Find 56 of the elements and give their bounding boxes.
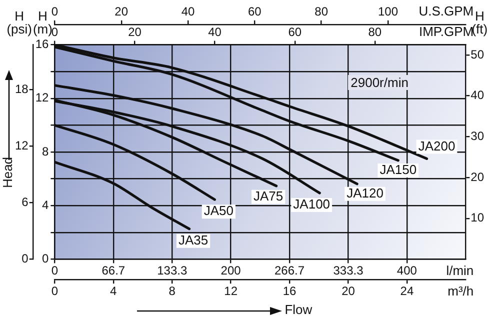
series-label: JA50 (204, 203, 234, 218)
y3-tick-label: 0 (22, 252, 29, 266)
text: Flow (284, 302, 312, 317)
text: 0 (51, 264, 58, 278)
x-tick-label: 8 (168, 284, 176, 298)
x2-tick-label: 100 (378, 4, 398, 19)
y2-tick-label: 40 (470, 88, 484, 102)
x-tick-label: 12 (224, 284, 238, 298)
y3-axis-title: H (psi) (6, 8, 32, 36)
x2-tick-label: 20 (114, 4, 128, 19)
text: 0 (51, 24, 58, 39)
y2-tick-label: 20 (470, 170, 484, 184)
text: 40 (208, 24, 222, 39)
y2-tick-label: 10 (470, 210, 484, 225)
x2-tick-label: 40 (181, 4, 196, 19)
text: 333.3 (333, 264, 364, 278)
text: 266.7 (274, 264, 305, 278)
y2-tick-label: 30 (470, 129, 484, 143)
text: l/min (446, 263, 474, 278)
x2-tick-label: 0 (51, 4, 58, 19)
series-label: JA100 (293, 196, 330, 212)
text: Head (0, 156, 16, 188)
y-axis-title: H (m) (32, 8, 52, 36)
series-label: JA35 (178, 232, 208, 248)
y3-tick-label: 6 (22, 194, 29, 209)
y2-axis-title: H (ft) (472, 8, 488, 36)
y-tick-label: 4 (42, 198, 50, 212)
series-label: JA150 (380, 162, 417, 178)
x-tick-label: 16 (282, 284, 297, 298)
x-axis-title: m³/h (448, 284, 474, 299)
x-tick-label: 24 (400, 284, 414, 298)
series-label: JA120 (346, 185, 384, 200)
text: 400 (396, 264, 418, 278)
y2-tick-label: 50 (470, 47, 484, 62)
x-tick-label: 20 (342, 284, 356, 298)
y3-tick-label: 12 (14, 138, 29, 152)
series-label: JA75 (254, 188, 284, 204)
x-tick-label: 0 (51, 284, 58, 298)
text: IMP.GPM (418, 24, 474, 39)
text: 60 (288, 24, 302, 39)
x2-tick-label: 80 (314, 4, 328, 19)
x2-tick-label: 60 (248, 4, 262, 19)
text: 200 (220, 264, 242, 278)
series-label: JA200 (418, 138, 456, 154)
text: 66.7 (102, 264, 126, 278)
annotation: 2900r/min (348, 74, 412, 90)
text: 80 (368, 24, 382, 39)
y-tick-label: 16 (35, 37, 50, 52)
text: 133.3 (157, 264, 188, 278)
y-tick-label: 12 (35, 90, 50, 105)
text: 20 (128, 24, 142, 39)
y3-tick-label: 18 (14, 82, 29, 96)
y-tick-label: 0 (42, 252, 50, 266)
y-tick-label: 8 (42, 144, 50, 158)
x2-axis-title: U.S.GPM (418, 4, 474, 19)
x-tick-label: 4 (110, 284, 118, 298)
